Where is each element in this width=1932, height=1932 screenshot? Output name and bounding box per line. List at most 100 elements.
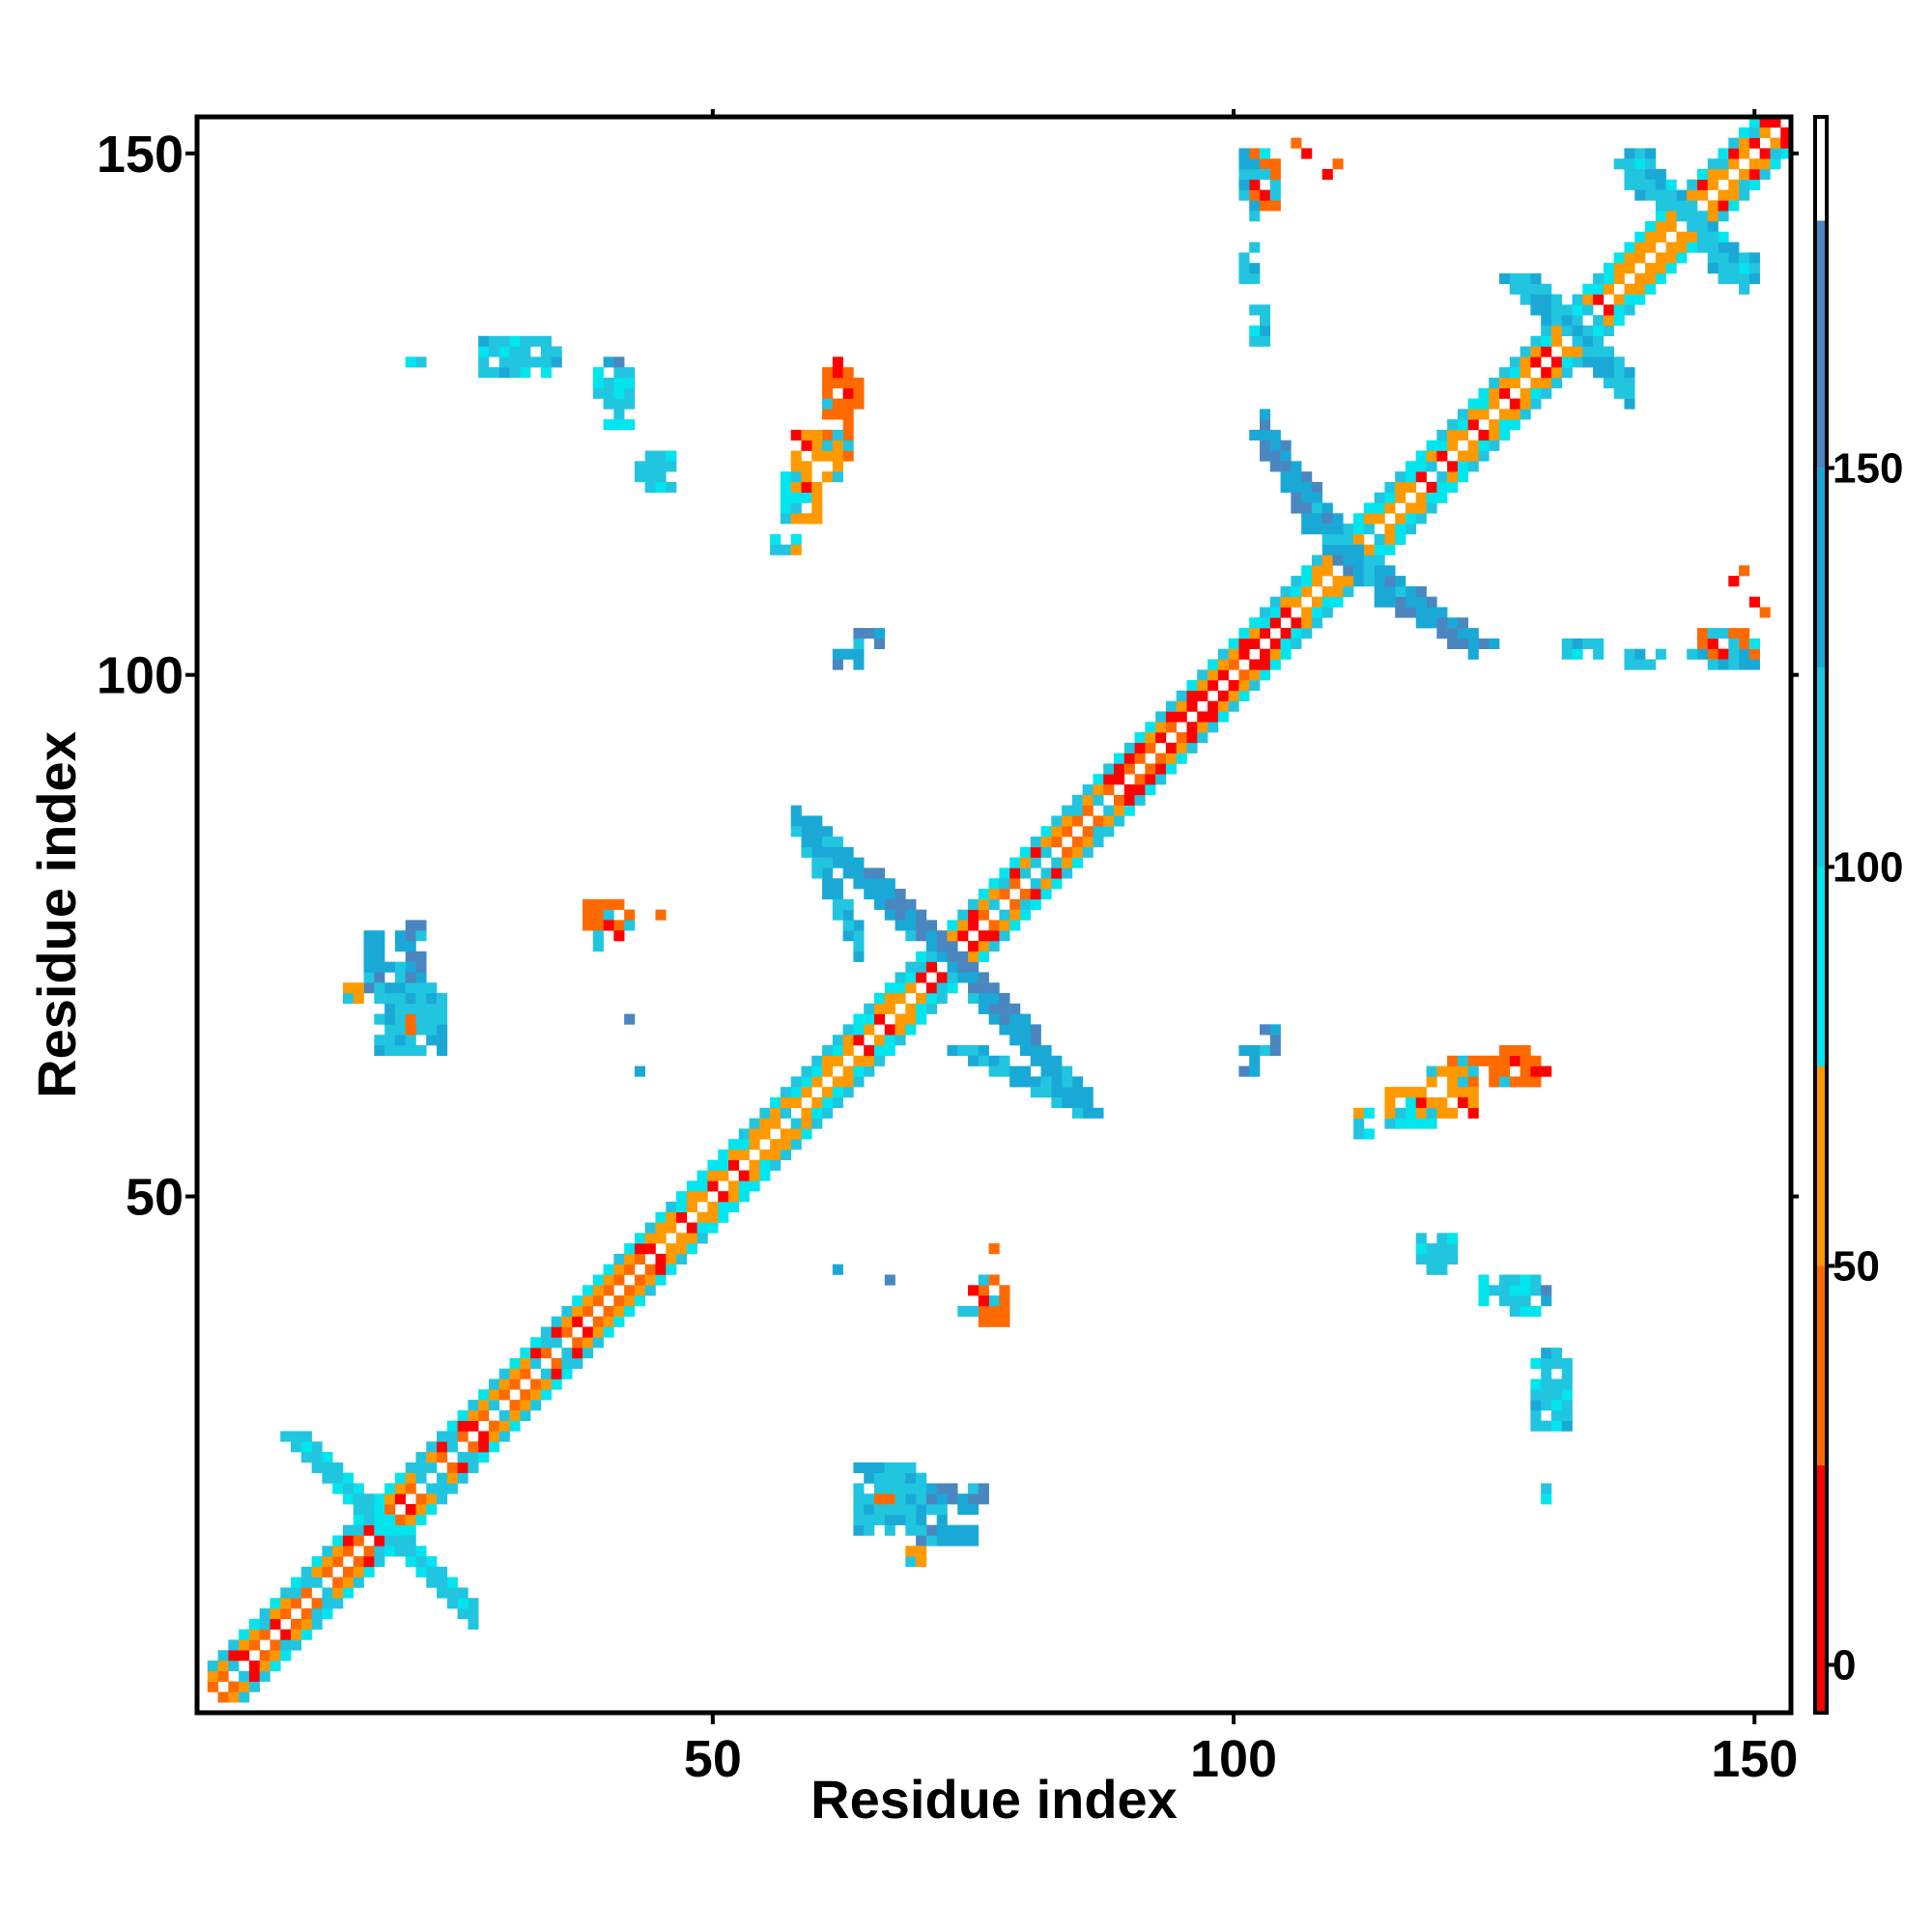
heatmap-cell bbox=[1447, 628, 1459, 639]
heatmap-cell bbox=[1114, 815, 1125, 827]
heatmap-cell bbox=[1645, 231, 1657, 242]
heatmap-cell bbox=[1353, 533, 1365, 545]
heatmap-cell bbox=[394, 972, 406, 983]
heatmap-cell bbox=[437, 1024, 448, 1036]
heatmap-cell bbox=[1582, 356, 1594, 368]
heatmap-cell bbox=[1707, 242, 1719, 253]
heatmap-cell bbox=[905, 1024, 917, 1036]
heatmap-cell bbox=[1208, 700, 1219, 712]
heatmap-cell bbox=[968, 961, 980, 973]
heatmap-cell bbox=[217, 1670, 229, 1682]
y-tick-label: 50 bbox=[126, 1169, 184, 1227]
heatmap-cell bbox=[342, 1566, 355, 1577]
colorbar-frame bbox=[1813, 115, 1829, 1715]
heatmap-cell bbox=[1489, 440, 1500, 451]
heatmap-cell bbox=[1186, 742, 1198, 753]
heatmap-cell bbox=[957, 1044, 969, 1057]
heatmap-cell bbox=[1645, 272, 1657, 285]
heatmap-cell bbox=[1165, 700, 1178, 712]
heatmap-cell bbox=[1145, 774, 1156, 785]
heatmap-cell bbox=[1655, 263, 1666, 274]
heatmap-cell bbox=[634, 471, 646, 483]
heatmap-cell bbox=[968, 940, 980, 952]
heatmap-cell bbox=[999, 920, 1010, 931]
heatmap-cell bbox=[488, 1420, 500, 1432]
heatmap-cell bbox=[394, 1546, 406, 1557]
heatmap-cell bbox=[415, 1044, 427, 1057]
heatmap-cell bbox=[405, 1035, 416, 1046]
heatmap-cell bbox=[592, 1326, 604, 1338]
heatmap-cell bbox=[1062, 857, 1073, 868]
heatmap-cell bbox=[676, 1243, 688, 1255]
heatmap-cell bbox=[1593, 272, 1605, 285]
heatmap-cell bbox=[822, 1055, 834, 1066]
heatmap-cell bbox=[1561, 1357, 1573, 1369]
heatmap-cell bbox=[780, 1096, 791, 1109]
heatmap-cell bbox=[1739, 168, 1750, 181]
heatmap-cell bbox=[1530, 1076, 1542, 1088]
heatmap-cell bbox=[332, 1535, 344, 1547]
heatmap-cell bbox=[363, 1504, 375, 1516]
heatmap-cell bbox=[832, 367, 843, 379]
heatmap-cell bbox=[947, 940, 958, 952]
heatmap-cell bbox=[790, 826, 802, 838]
heatmap-cell bbox=[1280, 628, 1292, 639]
heatmap-cell bbox=[1405, 524, 1417, 535]
heatmap-cell bbox=[988, 1305, 1000, 1317]
heatmap-cell bbox=[1260, 440, 1271, 451]
heatmap-cell bbox=[1530, 1378, 1542, 1390]
heatmap-cell bbox=[468, 1608, 479, 1620]
heatmap-cell bbox=[1269, 429, 1281, 441]
heatmap-cell bbox=[415, 1472, 427, 1484]
heatmap-cell bbox=[384, 1546, 396, 1557]
heatmap-cell bbox=[1665, 242, 1677, 253]
heatmap-cell bbox=[1436, 1233, 1448, 1244]
heatmap-cell bbox=[873, 889, 886, 900]
heatmap-cell bbox=[509, 346, 521, 357]
heatmap-cell bbox=[1343, 565, 1354, 577]
heatmap-cell bbox=[426, 1462, 438, 1473]
heatmap-cell bbox=[832, 398, 843, 410]
heatmap-cell bbox=[1280, 607, 1292, 618]
heatmap-cell bbox=[968, 1285, 980, 1296]
heatmap-cell bbox=[999, 867, 1010, 879]
heatmap-cell bbox=[1520, 346, 1531, 357]
heatmap-cell bbox=[968, 1305, 980, 1317]
heatmap-cell bbox=[811, 1096, 823, 1109]
heatmap-cell bbox=[291, 1629, 302, 1640]
heatmap-cell bbox=[988, 1274, 1000, 1286]
heatmap-cell bbox=[1260, 1024, 1271, 1036]
heatmap-cell bbox=[864, 1013, 875, 1025]
heatmap-cell bbox=[957, 1493, 969, 1505]
heatmap-cell bbox=[842, 898, 854, 910]
heatmap-cell bbox=[582, 1285, 594, 1296]
heatmap-cell bbox=[1217, 669, 1229, 681]
heatmap-cell bbox=[770, 544, 781, 555]
heatmap-cell bbox=[1093, 794, 1104, 806]
heatmap-cell bbox=[1530, 1055, 1542, 1066]
heatmap-cell bbox=[916, 1013, 927, 1025]
heatmap-cell bbox=[1269, 179, 1281, 190]
colorbar bbox=[1815, 117, 1827, 1713]
heatmap-cell bbox=[842, 367, 854, 379]
heatmap-cell bbox=[822, 1096, 834, 1109]
heatmap-cell bbox=[842, 867, 854, 879]
heatmap-cell bbox=[468, 1598, 479, 1609]
heatmap-cell bbox=[1405, 461, 1417, 472]
heatmap-cell bbox=[873, 1013, 886, 1025]
heatmap-cell bbox=[873, 628, 886, 639]
heatmap-cell bbox=[1645, 179, 1657, 190]
heatmap-cell bbox=[1051, 878, 1063, 890]
heatmap-cell bbox=[1478, 398, 1490, 410]
heatmap-cell bbox=[311, 1598, 323, 1609]
heatmap-cell bbox=[853, 857, 865, 868]
heatmap-cell bbox=[613, 419, 625, 431]
heatmap-cell bbox=[1228, 659, 1239, 670]
heatmap-cell bbox=[1426, 1107, 1437, 1119]
heatmap-cell bbox=[707, 1170, 719, 1181]
heatmap-cell bbox=[1145, 732, 1156, 744]
heatmap-cell bbox=[1103, 774, 1115, 785]
heatmap-cell bbox=[1447, 1087, 1459, 1098]
heatmap-cell bbox=[540, 1326, 552, 1338]
heatmap-cell bbox=[384, 1035, 396, 1046]
